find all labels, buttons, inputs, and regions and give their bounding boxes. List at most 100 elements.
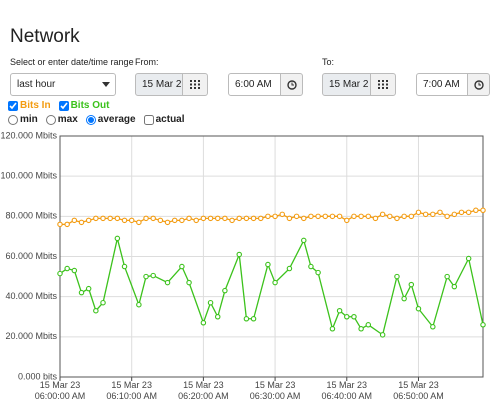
toggle[interactable]: Bits In xyxy=(8,100,51,111)
point xyxy=(71,217,78,224)
plot-frame xyxy=(59,135,484,378)
range-value: last hour xyxy=(17,79,56,90)
point xyxy=(186,215,192,222)
from-time[interactable]: 6:00 AM xyxy=(228,73,281,96)
point xyxy=(272,279,278,286)
x-tick-label: 15 Mar 23 06:40:00 AM xyxy=(321,380,373,401)
point xyxy=(358,213,364,220)
chart: 0.000 bits 20.000 Mbits 40.000 Mbits 60.000… xyxy=(0,130,486,381)
point xyxy=(379,211,386,218)
point xyxy=(344,314,350,320)
toggle[interactable]: Bits Out xyxy=(58,100,110,111)
point xyxy=(473,207,479,214)
point xyxy=(415,305,422,312)
point xyxy=(186,279,192,286)
point xyxy=(315,213,321,220)
mode-label: min xyxy=(20,114,38,125)
radio[interactable] xyxy=(8,114,18,125)
checkbox[interactable] xyxy=(58,100,69,111)
point xyxy=(308,263,314,270)
to-calendar-button[interactable] xyxy=(370,73,396,96)
point xyxy=(93,307,99,314)
point xyxy=(121,263,128,270)
checkbox[interactable] xyxy=(8,100,18,111)
point xyxy=(480,322,486,328)
from-date[interactable]: 15 Mar 2 xyxy=(135,73,183,96)
from-clock-button[interactable] xyxy=(280,73,303,96)
point xyxy=(415,209,422,216)
x-tick-label: 15 Mar 23 06:50:00 AM xyxy=(393,380,444,401)
x-tick-label: 15 Mar 23 06:30:00 AM xyxy=(249,380,301,401)
x-tick-label: 15 Mar 23 06:00:00 AM xyxy=(34,380,86,401)
point xyxy=(444,273,450,280)
point xyxy=(64,265,70,272)
range-select[interactable]: last hour xyxy=(10,73,116,96)
x-tick-label: 15 Mar 23 06:20:00 AM xyxy=(178,380,229,401)
point xyxy=(57,221,63,228)
calendar-icon xyxy=(378,80,388,89)
point xyxy=(164,219,171,226)
y-tick-label: 120.000 Mbits xyxy=(0,130,57,140)
point xyxy=(150,272,156,279)
point xyxy=(85,217,92,224)
point xyxy=(200,215,207,222)
point xyxy=(358,326,364,332)
point xyxy=(351,213,357,220)
mode-label: max xyxy=(57,114,78,125)
point xyxy=(200,320,207,326)
point xyxy=(128,217,135,224)
point xyxy=(243,316,250,322)
point xyxy=(136,219,142,226)
y-tick-label: 80.000 Mbits xyxy=(5,211,57,221)
point xyxy=(408,213,415,220)
point xyxy=(408,281,415,288)
radio[interactable] xyxy=(45,114,56,125)
point xyxy=(250,316,257,322)
actual-label: actual xyxy=(155,114,185,125)
series-line xyxy=(59,238,484,336)
to-time-text: 7:00 AM xyxy=(423,79,460,90)
point xyxy=(293,213,300,220)
point xyxy=(329,326,336,332)
actual[interactable]: actual xyxy=(143,114,185,125)
x-tick-label: 15 Mar 23 06:10:00 AM xyxy=(106,380,157,401)
point xyxy=(365,322,372,328)
from-calendar-button[interactable] xyxy=(182,73,208,96)
point xyxy=(301,215,307,222)
point xyxy=(214,215,221,222)
toggle-label: Bits Out xyxy=(70,100,110,111)
to-date[interactable]: 15 Mar 2 xyxy=(322,73,371,96)
point xyxy=(430,211,436,218)
point xyxy=(480,207,486,214)
to-clock-button[interactable] xyxy=(467,73,490,96)
to-time[interactable]: 7:00 AM xyxy=(416,73,468,96)
point xyxy=(322,213,329,220)
point xyxy=(136,301,142,308)
toggle-label: Bits In xyxy=(20,100,51,111)
mode[interactable]: min xyxy=(8,114,38,125)
mode[interactable]: average xyxy=(85,114,136,125)
point xyxy=(451,211,458,218)
point xyxy=(451,283,458,290)
point xyxy=(143,273,149,280)
point xyxy=(308,213,314,220)
point xyxy=(93,215,99,222)
point xyxy=(430,324,436,330)
point xyxy=(344,217,350,224)
point xyxy=(401,213,407,220)
y-tick-label: 60.000 Mbits xyxy=(5,251,57,261)
mode-row: min max average actual xyxy=(8,114,193,125)
point xyxy=(121,217,128,224)
point xyxy=(107,215,113,222)
y-tick-label: 100.000 Mbits xyxy=(0,171,57,181)
mode-label: average xyxy=(97,114,136,125)
mode[interactable]: max xyxy=(45,114,78,125)
point xyxy=(444,213,450,220)
point xyxy=(100,215,106,222)
radio[interactable] xyxy=(85,114,96,125)
point xyxy=(286,215,293,222)
series-toggles: Bits In Bits Out xyxy=(8,100,117,111)
checkbox[interactable] xyxy=(143,114,154,125)
point xyxy=(379,332,386,338)
